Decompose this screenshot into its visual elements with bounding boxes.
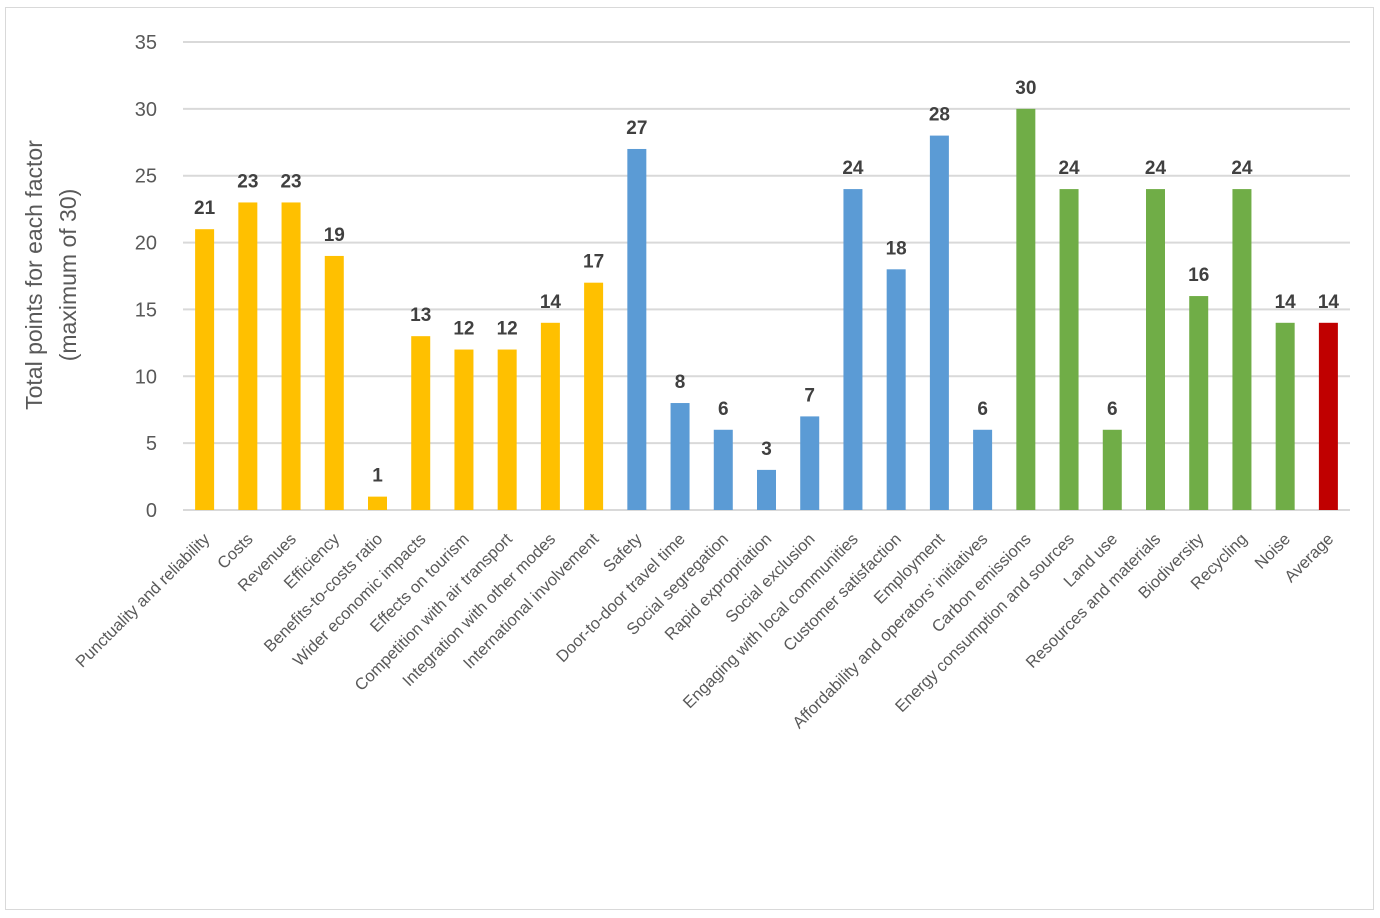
x-axis-category-labels: Punctuality and reliability CostsRevenues… xyxy=(72,530,1337,733)
data-label: 14 xyxy=(1318,292,1340,313)
data-label: 28 xyxy=(929,105,950,126)
data-label: 7 xyxy=(804,385,815,406)
data-label: 19 xyxy=(324,225,345,246)
bar xyxy=(1275,322,1295,510)
bar xyxy=(800,416,820,510)
bar xyxy=(368,496,387,510)
bar xyxy=(713,429,733,510)
bar xyxy=(1016,108,1036,510)
bar xyxy=(973,429,993,510)
data-labels: 21 23 23 19 1 13 12 12 14 17 27 8 6 3 7 24 18 28 6 30 24 6 24 1… xyxy=(194,78,1339,487)
data-label: 24 xyxy=(1231,158,1253,179)
bar xyxy=(843,189,863,511)
y-axis-title-line-2: (maximum of 30) xyxy=(55,189,81,362)
data-label: 24 xyxy=(842,158,864,179)
y-axis-title-line-1: Total points for each factor xyxy=(21,140,47,410)
x-tick-label: Competition with air transport xyxy=(352,530,517,695)
y-tick-label: 0 xyxy=(146,500,157,522)
bar xyxy=(757,469,776,510)
bar xyxy=(1232,189,1252,511)
data-label: 1 xyxy=(372,466,383,487)
y-axis-title: Total points for each factor (maximum of… xyxy=(21,140,81,410)
bar xyxy=(195,229,215,510)
y-tick-label: 30 xyxy=(135,99,157,121)
y-tick-label: 5 xyxy=(146,433,157,455)
data-label: 24 xyxy=(1145,158,1167,179)
bar xyxy=(281,202,301,510)
data-label: 18 xyxy=(886,238,907,259)
x-tick-label: Punctuality and reliability xyxy=(72,530,214,672)
data-label: 17 xyxy=(583,252,604,273)
bar xyxy=(1102,429,1122,510)
y-tick-label: 15 xyxy=(135,299,157,321)
bar xyxy=(411,336,431,510)
y-tick-label: 25 xyxy=(135,166,157,188)
bar xyxy=(540,322,560,510)
data-label: 23 xyxy=(237,171,258,192)
bars xyxy=(195,108,1338,511)
data-label: 6 xyxy=(977,399,988,420)
data-label: 12 xyxy=(453,319,474,340)
data-label: 27 xyxy=(626,118,647,139)
bar xyxy=(1189,296,1209,510)
bar xyxy=(627,148,647,510)
y-tick-label: 10 xyxy=(135,366,157,388)
bar xyxy=(584,282,604,510)
y-axis-ticks: 0 5 10 15 20 25 30 35 xyxy=(135,32,157,522)
bar xyxy=(929,135,949,510)
bar xyxy=(1146,189,1165,511)
data-label: 12 xyxy=(497,319,518,340)
data-label: 16 xyxy=(1188,265,1209,286)
bar xyxy=(324,255,344,510)
bar xyxy=(886,269,906,510)
bar xyxy=(238,202,258,510)
data-label: 8 xyxy=(675,372,686,393)
bar xyxy=(454,349,474,510)
data-label: 21 xyxy=(194,198,216,219)
data-label: 14 xyxy=(1275,292,1297,313)
data-label: 24 xyxy=(1058,158,1080,179)
data-label: 6 xyxy=(718,399,729,420)
bar xyxy=(670,403,690,510)
bar xyxy=(1059,189,1079,511)
data-label: 6 xyxy=(1107,399,1118,420)
data-label: 23 xyxy=(280,171,301,192)
bar xyxy=(497,349,517,510)
y-tick-label: 20 xyxy=(135,233,157,255)
y-tick-label: 35 xyxy=(135,32,157,54)
data-label: 14 xyxy=(540,292,562,313)
data-label: 3 xyxy=(761,439,772,460)
data-label: 30 xyxy=(1015,78,1036,99)
bar xyxy=(1318,322,1338,510)
data-label: 13 xyxy=(410,305,431,326)
